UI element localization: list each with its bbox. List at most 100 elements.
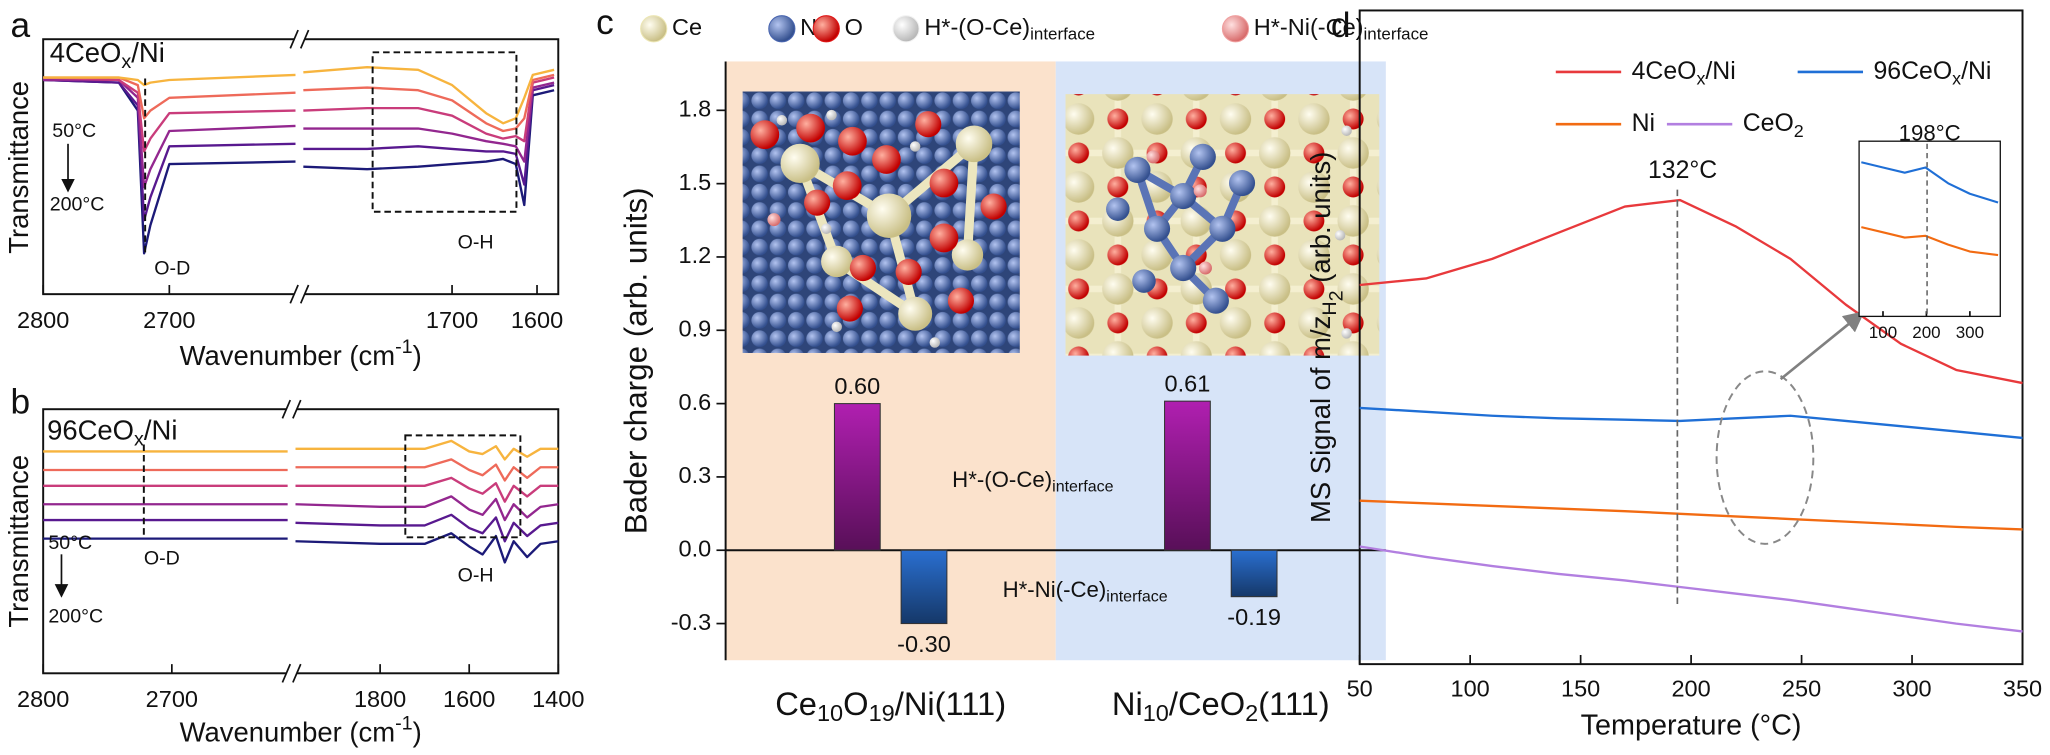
legend-label-part: x: [1952, 68, 1961, 88]
series-line: [1359, 406, 2023, 440]
series-line: [1861, 161, 1999, 204]
x-tick-label: 1600: [443, 686, 495, 712]
annotation: O-H: [458, 565, 494, 587]
series-label: H*-(O-Ce)interface: [952, 467, 1113, 496]
panel-title: 96CeOx/Ni: [47, 415, 177, 451]
x-axis-label-part: Wavenumber (cm: [180, 340, 395, 371]
series-line: [43, 532, 559, 564]
legend-label-part: x: [1696, 68, 1705, 88]
x-tick-label: 2800: [17, 307, 69, 333]
series-line: [1359, 545, 2023, 633]
series-label-part: interface: [1052, 479, 1113, 496]
legend-label-part: Ce: [672, 14, 702, 40]
axis-break-mark: [289, 284, 299, 304]
plot-frame: [1858, 140, 2001, 318]
axis-break-gap: [286, 670, 297, 676]
x-tick-label: 100: [1451, 676, 1490, 702]
legend-label-part: CeO: [1743, 110, 1794, 137]
category-label-part: Ni: [1112, 685, 1143, 722]
panel-title-part: x: [134, 429, 144, 451]
plot-frame: [1358, 9, 2024, 666]
y-axis-label-part: H: [1319, 301, 1341, 315]
legend-label: H*-Ni(-Ce)interface: [1254, 14, 1429, 44]
bar-shade: [1164, 400, 1211, 551]
x-axis-label-part: -1: [395, 712, 413, 734]
legend-label: 96CeOx/Ni: [1873, 57, 1991, 88]
legend-swatch: [1221, 15, 1250, 43]
x-axis-label: Wavenumber (cm-1): [180, 712, 422, 747]
legend-label: O: [845, 14, 863, 40]
series-line: [43, 439, 559, 461]
value-label: 0.61: [1165, 371, 1211, 397]
value-label: 0.60: [834, 373, 880, 399]
x-tick-label: 250: [1782, 676, 1821, 702]
annotation: O-D: [154, 258, 190, 280]
series-label: H*-Ni(-Ce)interface: [1003, 577, 1168, 606]
o-h-region: [404, 434, 522, 539]
annotation: 200°C: [50, 193, 105, 215]
panel-title-part: /Ni: [131, 37, 165, 68]
x-tick-label: 2700: [146, 686, 198, 712]
category-label-part: /CeO: [1169, 685, 1245, 722]
value-label: -0.30: [897, 631, 951, 657]
category-label-part: /Ni(111): [895, 685, 1006, 722]
y-tick-label: -0.3: [671, 609, 712, 635]
x-axis-label-part: Wavenumber (cm: [180, 717, 395, 748]
legend-label-part: Ni: [1632, 110, 1655, 137]
structure-image-right: [1065, 94, 1380, 356]
legend-label-part: interface: [1364, 25, 1429, 44]
annotation: 50°C: [52, 120, 96, 142]
legend-label: Ce: [672, 14, 702, 40]
legend-label-part: 96CeO: [1873, 57, 1952, 84]
x-tick-label: 300: [1956, 323, 1984, 342]
series-label-part: interface: [1106, 589, 1167, 606]
panel-title-part: 4CeO: [50, 37, 122, 68]
bar-shade: [833, 403, 881, 551]
x-tick-label: 1800: [354, 686, 406, 712]
legend-label-part: H*-Ni(-Ce): [1254, 14, 1364, 40]
bar-shade: [900, 549, 948, 625]
legend-swatch: [768, 15, 796, 43]
x-tick-label: 50: [1347, 676, 1373, 702]
x-tick-label: 2800: [17, 686, 69, 712]
annotation: 200°C: [48, 605, 103, 627]
legend-label-part: 2: [1794, 121, 1804, 141]
legend-swatch: [640, 15, 668, 43]
axis-break-mark: [281, 399, 292, 419]
x-tick-label: 350: [2003, 676, 2042, 702]
series-line: [43, 513, 559, 543]
axis-break-mark: [281, 663, 292, 683]
series-line: [43, 476, 559, 503]
legend-label: H*-(O-Ce)interface: [924, 14, 1095, 44]
axis-break-mark: [289, 29, 299, 49]
panel-label: b: [10, 382, 30, 421]
legend-label-part: /Ni: [1705, 57, 1735, 84]
y-axis-label: MS Signal of m/zH2 (arb. units): [1305, 152, 1347, 523]
inset-pointer: [1779, 311, 1865, 381]
x-axis-label-part: ): [413, 717, 422, 748]
legend-label-part: /Ni: [1961, 57, 1991, 84]
annotation: 132°C: [1648, 157, 1717, 184]
series-line: [43, 458, 559, 482]
legend-label-part: O: [845, 14, 863, 40]
panel-label: c: [596, 3, 614, 42]
x-tick-label: 2700: [143, 307, 195, 333]
y-axis-label-part: 2: [1326, 290, 1348, 301]
series-label-part: H*-Ni(-Ce): [1003, 577, 1107, 602]
y-axis-label: Bader charge (arb. units): [618, 187, 653, 534]
bar-shade: [1230, 549, 1278, 598]
axis-break-gap: [286, 406, 297, 412]
panel-title: 4CeOx/Ni: [50, 37, 165, 73]
value-label: -0.19: [1227, 604, 1281, 630]
series-line: [43, 66, 555, 125]
axis-break-mark: [299, 29, 310, 49]
y-axis-label-part: (arb. units): [1305, 152, 1336, 291]
annotation: O-H: [458, 231, 494, 253]
legend-label-part: H*-(O-Ce): [924, 14, 1030, 40]
axis-break-mark: [292, 663, 302, 683]
series-line: [43, 76, 555, 153]
x-tick-label: 100: [1869, 323, 1897, 342]
x-tick-label: 300: [1892, 676, 1931, 702]
